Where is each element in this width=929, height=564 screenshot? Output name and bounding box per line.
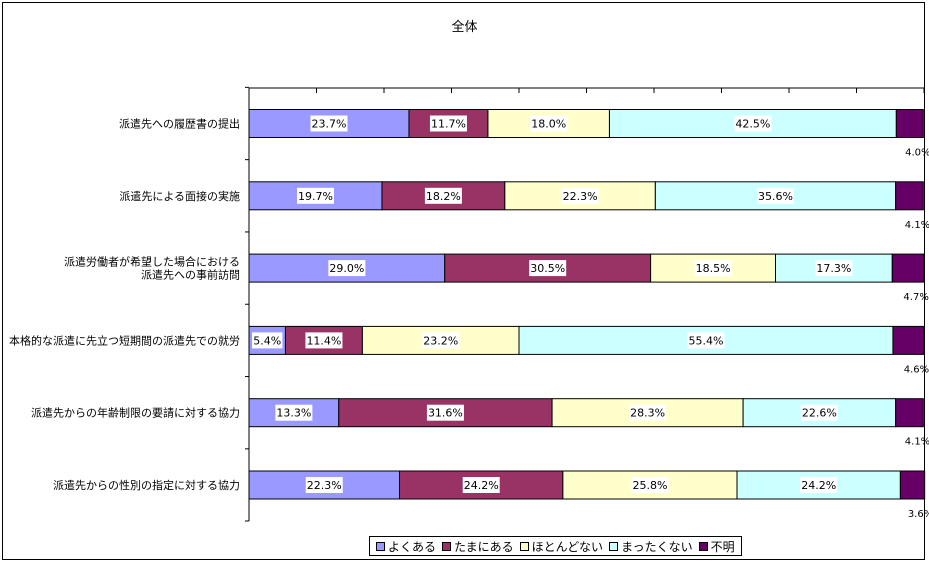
- data-label: 18.5%: [696, 262, 731, 275]
- category-label: 本格的な派遣に先立つ短期間の派遣先での就労: [9, 333, 240, 347]
- data-label-bg: [429, 115, 467, 132]
- data-label: 24.2%: [801, 479, 836, 492]
- bar-segment: [895, 181, 924, 211]
- category-label: 派遣労働者が希望した場合における: [64, 255, 240, 269]
- category-label: 派遣先からの年齢制限の要請に対する協力: [31, 406, 240, 420]
- chart-legend: よくある たまにある ほとんどない まったくない 不明: [369, 536, 742, 556]
- data-label: 18.0%: [531, 118, 566, 131]
- category-label: 派遣先への事前訪問: [141, 268, 240, 282]
- data-label: 13.3%: [276, 407, 311, 420]
- data-label: 28.3%: [630, 407, 665, 420]
- data-label: 22.3%: [307, 479, 342, 492]
- bar-segment: [895, 109, 924, 138]
- data-label-bg: [800, 404, 838, 421]
- data-label: 23.2%: [423, 334, 458, 347]
- data-label: 25.8%: [632, 479, 667, 492]
- data-label-bg: [462, 477, 500, 493]
- legend-swatch: [519, 541, 529, 551]
- bar-segment: [892, 325, 925, 355]
- legend-item: まったくない: [609, 538, 693, 555]
- data-label-bg: [426, 404, 464, 421]
- legend-item: たまにある: [442, 538, 514, 555]
- data-label-bg: [800, 477, 838, 493]
- data-label: 35.6%: [758, 190, 793, 203]
- data-label-bg: [328, 260, 366, 277]
- data-label: 55.4%: [688, 334, 723, 347]
- data-label-bg: [530, 115, 568, 132]
- data-label-bg: [561, 187, 599, 204]
- data-label-bg: [687, 332, 725, 349]
- category-label: 派遣先による面接の実施: [119, 189, 240, 203]
- data-label-bg: [422, 332, 460, 349]
- data-label: 22.6%: [802, 407, 837, 420]
- data-label: 4.0%: [905, 148, 929, 159]
- category-label: 派遣先からの性別の指定に対する協力: [53, 478, 240, 492]
- data-label: 18.2%: [426, 190, 461, 203]
- data-label: 23.7%: [312, 118, 347, 131]
- data-label: 31.6%: [428, 407, 463, 420]
- data-label: 4.1%: [905, 437, 929, 448]
- data-label-bg: [629, 404, 667, 421]
- data-label: 5.4%: [253, 334, 281, 347]
- data-label-bg: [275, 404, 313, 421]
- legend-item: ほとんどない: [519, 538, 604, 555]
- legend-swatch: [609, 541, 619, 551]
- data-label-bg: [310, 115, 348, 132]
- bar-segment: [891, 253, 925, 283]
- data-label: 4.6%: [904, 364, 929, 375]
- legend-item: よくある: [376, 538, 436, 555]
- legend-swatch: [376, 541, 385, 551]
- data-label: 30.5%: [530, 262, 565, 275]
- legend-item: 不明: [698, 538, 735, 555]
- bar-segment: [895, 398, 924, 428]
- legend-label: よくある: [388, 539, 437, 554]
- data-label: 24.2%: [464, 479, 499, 492]
- bar-segment: [899, 470, 926, 500]
- data-label-bg: [529, 260, 567, 277]
- data-label: 11.4%: [306, 334, 341, 347]
- category-label: 派遣先への履歴書の提出: [119, 117, 240, 131]
- data-label: 17.3%: [816, 262, 851, 275]
- data-label-bg: [757, 187, 794, 204]
- data-label: 4.7%: [903, 292, 928, 303]
- data-label-bg: [424, 187, 462, 204]
- legend-label: 不明: [710, 539, 735, 554]
- data-label-bg: [252, 332, 283, 349]
- data-label-bg: [305, 477, 343, 493]
- data-label-bg: [694, 260, 732, 277]
- legend-swatch: [442, 541, 452, 551]
- data-label: 19.7%: [298, 190, 333, 203]
- legend-label: たまにある: [454, 539, 514, 554]
- data-label: 4.1%: [905, 220, 929, 231]
- chart-title: 全体: [451, 20, 478, 35]
- data-label-bg: [305, 332, 343, 349]
- data-label-bg: [815, 260, 853, 277]
- data-label: 22.3%: [563, 190, 598, 203]
- data-label: 11.7%: [431, 118, 466, 131]
- data-label: 29.0%: [329, 262, 364, 275]
- data-label-bg: [734, 115, 772, 132]
- legend-swatch: [698, 541, 708, 551]
- data-label: 42.5%: [735, 118, 770, 131]
- legend-label: ほとんどない: [531, 539, 604, 554]
- data-label: 3.6%: [908, 509, 929, 520]
- legend-label: まったくない: [621, 539, 693, 554]
- data-label-bg: [296, 187, 334, 204]
- bar-segment: [608, 109, 897, 138]
- data-label-bg: [631, 477, 669, 493]
